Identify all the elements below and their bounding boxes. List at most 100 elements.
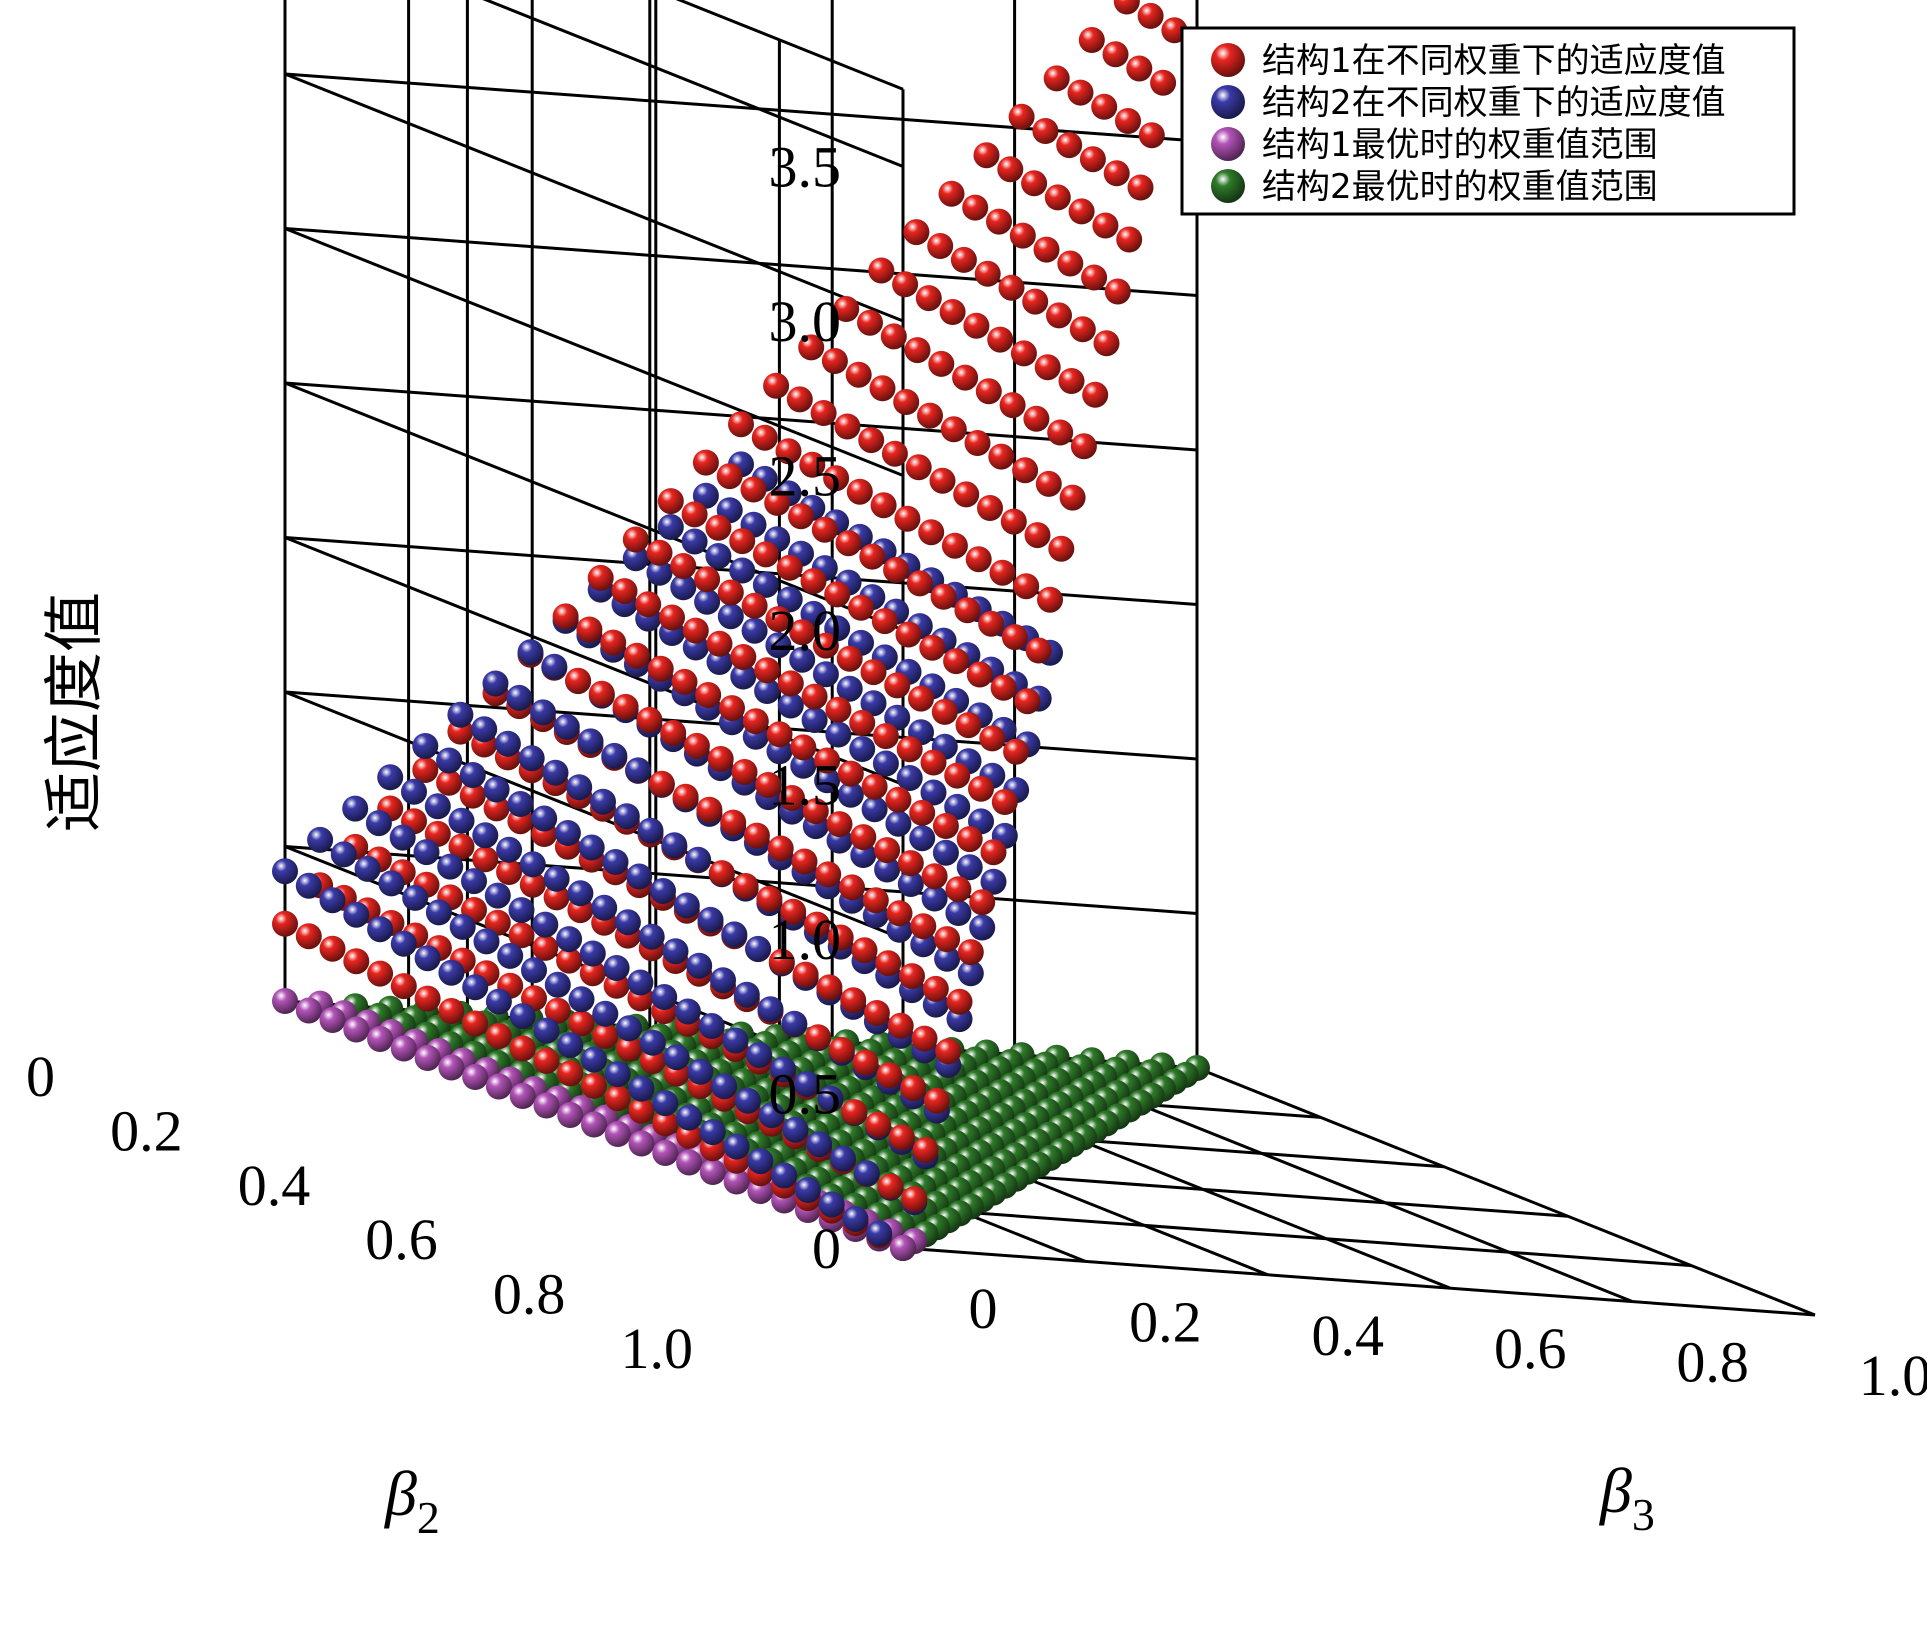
data-point-series-1 xyxy=(883,557,910,583)
data-point-series-2 xyxy=(602,849,629,875)
data-point-series-2 xyxy=(637,817,664,844)
data-point-series-2 xyxy=(531,805,558,832)
data-point-series-1 xyxy=(1104,278,1131,305)
data-point-series-1 xyxy=(483,795,510,822)
data-point-series-2 xyxy=(578,834,605,861)
data-point-series-1 xyxy=(915,285,942,312)
data-point-series-1 xyxy=(295,923,322,950)
data-point-series-2 xyxy=(626,863,653,890)
data-point-series-2 xyxy=(793,1071,820,1097)
data-point-series-2 xyxy=(842,1206,869,1232)
data-point-series-1 xyxy=(801,683,828,710)
data-point-series-1 xyxy=(966,661,993,688)
data-point-series-1 xyxy=(1023,405,1050,432)
data-point-series-2 xyxy=(494,730,521,757)
data-point-series-2 xyxy=(723,1133,750,1160)
data-point-series-3 xyxy=(723,1168,750,1195)
b3-axis-subscript: 3 xyxy=(1632,1489,1655,1540)
data-point-series-1 xyxy=(766,721,793,748)
data-point-series-1 xyxy=(272,910,298,937)
data-point-series-2 xyxy=(729,557,756,584)
data-point-series-1 xyxy=(997,156,1024,183)
data-point-series-1 xyxy=(756,885,783,912)
data-point-series-1 xyxy=(576,616,603,643)
data-point-series-2 xyxy=(566,774,593,801)
data-point-series-1 xyxy=(802,798,829,825)
data-point-series-1 xyxy=(730,644,757,670)
data-point-series-1 xyxy=(616,1035,643,1062)
b3-tick-label: 0.2 xyxy=(1129,1289,1202,1354)
data-point-series-1 xyxy=(657,488,684,515)
z-axis-title: 适应度值 xyxy=(40,592,110,832)
data-point-series-1 xyxy=(647,655,674,682)
data-point-series-1 xyxy=(496,859,523,885)
data-point-series-1 xyxy=(955,712,982,739)
data-point-series-1 xyxy=(957,939,984,966)
data-point-series-2 xyxy=(825,721,852,748)
data-point-series-1 xyxy=(1081,264,1108,291)
data-point-series-2 xyxy=(872,750,899,777)
data-point-series-2 xyxy=(541,653,568,680)
data-point-series-1 xyxy=(964,430,991,456)
data-point-series-1 xyxy=(741,592,768,619)
data-point-series-1 xyxy=(939,299,966,325)
data-point-series-1 xyxy=(764,489,791,516)
data-point-series-2 xyxy=(932,839,959,866)
data-point-series-1 xyxy=(720,809,747,836)
z-tick-label: 3.0 xyxy=(769,289,842,354)
data-point-series-2 xyxy=(378,870,405,897)
data-point-series-1 xyxy=(918,519,945,546)
data-point-series-1 xyxy=(1021,170,1048,197)
data-point-series-1 xyxy=(694,566,721,593)
data-point-series-3 xyxy=(438,1054,465,1081)
data-point-series-2 xyxy=(401,778,427,805)
data-point-series-1 xyxy=(811,516,838,543)
grid-line-floor-b2 xyxy=(902,1246,1816,1317)
legend-marker-4 xyxy=(1211,169,1245,203)
data-point-series-1 xyxy=(436,769,463,796)
data-point-series-2 xyxy=(733,981,760,1008)
data-point-series-1 xyxy=(897,850,924,877)
data-point-series-2 xyxy=(717,603,744,630)
data-point-series-2 xyxy=(556,926,583,953)
data-point-series-1 xyxy=(1093,330,1120,357)
data-point-series-1 xyxy=(611,578,638,605)
data-point-series-3 xyxy=(295,997,322,1024)
data-point-series-3 xyxy=(581,1111,607,1138)
data-point-series-2 xyxy=(697,906,724,933)
data-point-series-2 xyxy=(662,938,689,965)
z-tick-label: 1.0 xyxy=(769,907,842,972)
data-point-series-1 xyxy=(932,813,959,839)
data-point-series-1 xyxy=(754,657,781,684)
b3-tick-label: 0.8 xyxy=(1676,1330,1749,1395)
data-point-series-2 xyxy=(782,1116,809,1143)
data-point-series-2 xyxy=(849,736,876,762)
data-point-series-1 xyxy=(860,659,887,686)
data-point-series-2 xyxy=(307,826,334,853)
data-point-series-1 xyxy=(519,871,546,898)
data-point-series-2 xyxy=(836,675,863,702)
data-point-series-1 xyxy=(581,1072,607,1099)
data-point-series-1 xyxy=(588,680,615,707)
data-point-series-1 xyxy=(1025,637,1052,664)
data-point-series-1 xyxy=(904,337,931,364)
data-point-series-2 xyxy=(604,1061,631,1088)
data-point-series-1 xyxy=(557,1060,584,1087)
data-point-series-1 xyxy=(909,799,936,826)
data-point-series-1 xyxy=(999,392,1026,419)
data-point-series-1 xyxy=(859,543,886,570)
data-point-series-1 xyxy=(894,505,921,532)
data-point-series-2 xyxy=(817,1085,844,1112)
data-point-series-1 xyxy=(874,837,901,864)
data-point-series-2 xyxy=(473,928,500,955)
data-point-series-2 xyxy=(711,1073,738,1100)
data-point-series-2 xyxy=(980,868,1007,895)
data-point-series-1 xyxy=(834,413,861,440)
data-point-series-2 xyxy=(674,998,701,1025)
data-point-series-1 xyxy=(893,389,920,415)
data-point-series-1 xyxy=(660,719,687,746)
data-point-series-1 xyxy=(934,926,961,953)
data-point-series-1 xyxy=(852,1049,879,1076)
data-point-series-2 xyxy=(508,897,535,924)
data-point-series-1 xyxy=(1024,522,1051,549)
